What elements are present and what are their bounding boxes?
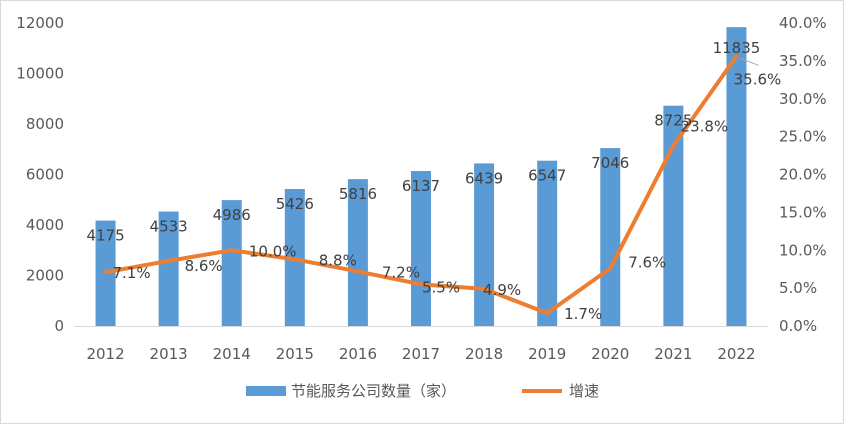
- bar-2020: [600, 148, 621, 326]
- bar-2019: [537, 160, 558, 326]
- x-axis-tick-label: 2018: [465, 345, 503, 363]
- left-axis-tick-label: 0: [54, 317, 64, 335]
- bar-value-label: 5816: [339, 185, 377, 203]
- right-axis-tick-label: 0.0%: [779, 317, 817, 335]
- bar-value-label: 5426: [276, 195, 314, 213]
- right-axis-tick-label: 5.0%: [779, 279, 817, 297]
- bar-2014: [221, 200, 242, 326]
- bar-2016: [347, 179, 368, 326]
- x-axis-tick-label: 2014: [213, 345, 251, 363]
- legend-label-bars: 节能服务公司数量（家）: [291, 382, 456, 400]
- line-value-label: 10.0%: [249, 242, 297, 260]
- left-axis-tick-label: 8000: [26, 115, 64, 133]
- x-axis-tick-label: 2015: [276, 345, 314, 363]
- label-leader-line: [740, 57, 759, 66]
- left-axis-tick-label: 2000: [26, 267, 64, 285]
- line-value-label: 7.2%: [382, 263, 420, 281]
- x-axis-tick-label: 2021: [654, 345, 692, 363]
- growth-line: [103, 54, 739, 316]
- legend-label-line: 增速: [569, 382, 599, 400]
- right-axis-tick-label: 30.0%: [779, 90, 827, 108]
- bar-value-label: 6439: [465, 169, 503, 187]
- left-axis-tick-label: 4000: [26, 216, 64, 234]
- legend-swatch-bars: [246, 386, 286, 396]
- x-axis-tick-label: 2016: [339, 345, 377, 363]
- right-axis-tick-label: 25.0%: [779, 128, 827, 146]
- line-value-label: 8.8%: [319, 251, 357, 269]
- right-axis-tick-label: 40.0%: [779, 14, 827, 32]
- left-axis-tick-label: 10000: [16, 65, 64, 83]
- bar-2022: [726, 27, 747, 326]
- bar-2017: [411, 171, 431, 326]
- x-axis-tick-label: 2020: [591, 345, 629, 363]
- right-axis-tick-label: 15.0%: [779, 203, 827, 221]
- bar-value-label: 4986: [213, 206, 251, 224]
- line-value-label: 4.9%: [483, 281, 521, 299]
- x-axis-tick-label: 2012: [86, 345, 124, 363]
- x-axis-tick-label: 2022: [717, 345, 755, 363]
- bar-value-label: 8725: [654, 112, 692, 130]
- left-axis-tick-label: 12000: [16, 14, 64, 32]
- x-axis-tick-label: 2017: [402, 345, 440, 363]
- bar-value-label: 4533: [150, 218, 188, 236]
- bar-value-label: 6137: [402, 177, 440, 195]
- right-axis-tick-label: 10.0%: [779, 241, 827, 259]
- x-axis-tick-label: 2013: [150, 345, 188, 363]
- line-value-label: 5.5%: [422, 278, 460, 296]
- line-value-label: 1.7%: [564, 305, 602, 323]
- line-value-label: 35.6%: [734, 70, 782, 88]
- right-axis-tick-label: 35.0%: [779, 52, 827, 70]
- bar-2018: [474, 163, 495, 326]
- line-value-label: 23.8%: [681, 118, 729, 136]
- line-value-label: 7.1%: [112, 264, 150, 282]
- bar-2021: [663, 105, 684, 326]
- left-axis-tick-label: 6000: [26, 166, 64, 184]
- bar-value-label: 7046: [591, 154, 629, 172]
- x-axis-tick-label: 2019: [528, 345, 566, 363]
- bar-value-label: 4175: [86, 227, 124, 245]
- line-value-label: 8.6%: [185, 257, 223, 275]
- bar-value-label: 6547: [528, 167, 566, 185]
- line-value-label: 7.6%: [628, 253, 666, 271]
- bar-2013: [158, 211, 179, 326]
- bar-value-label: 11835: [713, 39, 761, 57]
- right-axis-tick-label: 20.0%: [779, 166, 827, 184]
